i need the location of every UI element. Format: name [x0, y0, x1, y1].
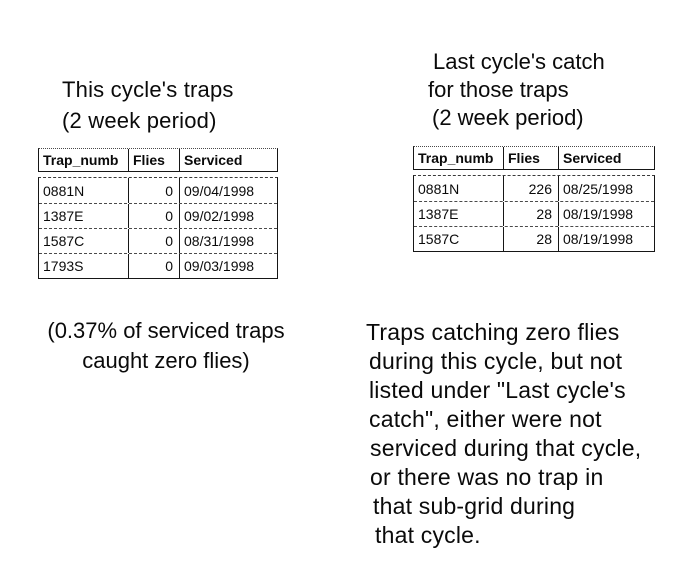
cell-flies: 28	[503, 202, 558, 226]
right-heading: Last cycle's catch for those traps (2 we…	[428, 48, 605, 132]
right-heading-line1: Last cycle's catch	[433, 49, 605, 74]
cell-serviced: 08/19/1998	[558, 202, 654, 226]
cell-trap-numb: 0881N	[43, 182, 85, 199]
table-row: 1587C 0 08/31/1998	[39, 228, 277, 253]
cell-flies: 0	[128, 178, 179, 203]
column-header-trap-numb: Trap_numb	[43, 152, 119, 168]
note-line1: (0.37% of serviced traps	[47, 318, 285, 343]
table-body: 0881N 226 08/25/1998 1387E 28 08/19/1998…	[413, 175, 655, 252]
cell-flies: 0	[128, 204, 179, 228]
table-row: 1387E 0 09/02/1998	[39, 203, 277, 228]
table-header-row: Trap_numb Flies Serviced	[38, 148, 278, 172]
cell-trap-numb: 1793S	[43, 258, 84, 274]
note-line: that sub-grid during	[373, 493, 576, 519]
table-body: 0881N 0 09/04/1998 1387E 0 09/02/1998 15…	[38, 177, 278, 279]
cell-trap-numb: 1587C	[418, 231, 460, 247]
cell-flies: 0	[128, 254, 179, 278]
right-heading-line3: (2 week period)	[432, 105, 584, 130]
note-line: listed under "Last cycle's	[369, 377, 626, 403]
column-header-trap-numb: Trap_numb	[418, 150, 494, 166]
column-header-flies: Flies	[503, 147, 558, 169]
table-row: 0881N 226 08/25/1998	[414, 176, 654, 201]
note-line: that cycle.	[375, 522, 481, 548]
zero-flies-percentage-note: (0.37% of serviced traps caught zero fli…	[10, 316, 322, 376]
column-header-serviced: Serviced	[558, 147, 654, 169]
cell-flies: 28	[503, 227, 558, 251]
last-cycle-table: Trap_numb Flies Serviced 0881N 226 08/25…	[413, 146, 655, 252]
left-heading: This cycle's traps (2 week period)	[62, 74, 234, 136]
cell-serviced: 08/19/1998	[558, 227, 654, 251]
table-row: 1587C 28 08/19/1998	[414, 226, 654, 251]
note-line2: caught zero flies)	[82, 348, 250, 373]
cell-trap-numb: 1387E	[418, 206, 459, 222]
column-header-serviced: Serviced	[179, 149, 277, 171]
explanation-note: Traps catching zero flies during this cy…	[366, 318, 641, 550]
cell-serviced: 08/31/1998	[179, 229, 277, 253]
table-row: 0881N 0 09/04/1998	[39, 178, 277, 203]
cell-serviced: 08/25/1998	[558, 176, 654, 201]
cell-flies: 0	[128, 229, 179, 253]
table-row: 1793S 0 09/03/1998	[39, 253, 277, 278]
note-line: or there was no trap in	[370, 464, 604, 490]
note-line: serviced during that cycle,	[370, 435, 642, 461]
table-row: 1387E 28 08/19/1998	[414, 201, 654, 226]
right-heading-line2: for those traps	[428, 77, 569, 102]
left-heading-line1: This cycle's traps	[62, 77, 234, 102]
left-heading-line2: (2 week period)	[62, 108, 217, 133]
cell-serviced: 09/04/1998	[179, 178, 277, 203]
cell-serviced: 09/03/1998	[179, 254, 277, 278]
note-line: Traps catching zero flies	[366, 319, 620, 345]
column-header-flies: Flies	[128, 149, 179, 171]
cell-flies: 226	[503, 176, 558, 201]
table-header-row: Trap_numb Flies Serviced	[413, 146, 655, 170]
this-cycle-table: Trap_numb Flies Serviced 0881N 0 09/04/1…	[38, 148, 278, 279]
cell-trap-numb: 1587C	[43, 233, 85, 249]
note-line: during this cycle, but not	[369, 348, 623, 374]
cell-trap-numb: 1387E	[43, 208, 84, 224]
cell-serviced: 09/02/1998	[179, 204, 277, 228]
cell-trap-numb: 0881N	[418, 180, 460, 197]
note-line: catch", either were not	[369, 406, 602, 432]
